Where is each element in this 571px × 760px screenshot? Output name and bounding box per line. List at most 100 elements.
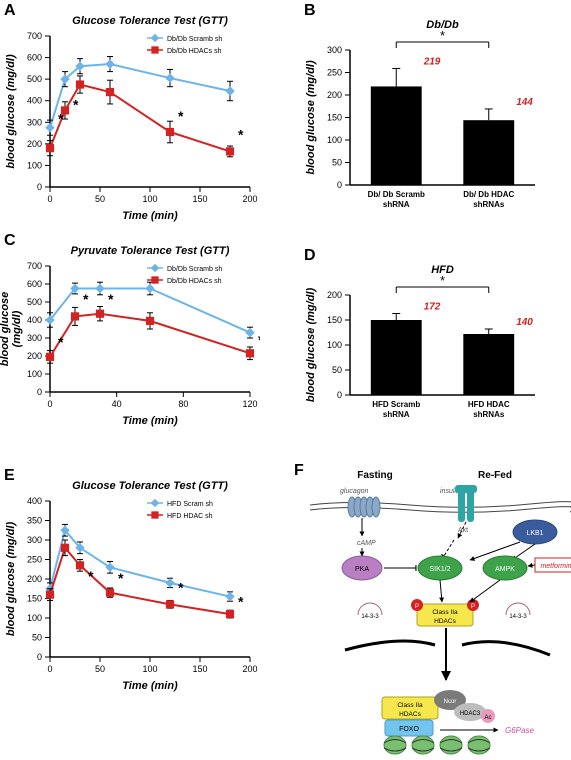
svg-text:150: 150: [327, 315, 342, 325]
svg-text:50: 50: [95, 664, 105, 674]
svg-text:500: 500: [27, 74, 42, 84]
chart-e: Glucose Tolerance Test (GTT)050100150200…: [0, 465, 260, 695]
svg-text:blood glucose (mg/dl): blood glucose (mg/dl): [5, 54, 17, 169]
chart-c: Pyruvate Tolerance Test (GTT)04080120010…: [0, 230, 260, 430]
svg-text:0: 0: [47, 399, 52, 409]
svg-text:HDACs: HDACs: [434, 618, 456, 625]
svg-text:Fasting: Fasting: [357, 470, 393, 481]
svg-text:cAMP: cAMP: [357, 540, 376, 547]
svg-text:0: 0: [47, 194, 52, 204]
svg-text:AMPK: AMPK: [495, 566, 515, 573]
svg-text:Db/ Db HDAC: Db/ Db HDAC: [463, 190, 514, 199]
svg-text:150: 150: [192, 194, 207, 204]
panel-label-f: F: [294, 462, 304, 480]
svg-text:100: 100: [142, 664, 157, 674]
svg-text:Db/Db Scramb sh: Db/Db Scramb sh: [167, 36, 222, 43]
svg-text:HFD HDAC: HFD HDAC: [468, 400, 510, 409]
svg-text:G6Pase: G6Pase: [505, 726, 534, 735]
svg-text:HDAC3: HDAC3: [460, 711, 481, 717]
svg-text:400: 400: [27, 315, 42, 325]
svg-text:Time (min): Time (min): [122, 680, 178, 692]
panel-a: A Glucose Tolerance Test (GTT)0501001502…: [0, 0, 260, 225]
svg-text:400: 400: [27, 496, 42, 506]
svg-text:PKA: PKA: [355, 566, 369, 573]
panel-e: E Glucose Tolerance Test (GTT)0501001502…: [0, 465, 260, 695]
svg-text:*: *: [178, 580, 184, 596]
svg-text:*: *: [258, 331, 260, 347]
svg-text:blood glucose (mg/dl): blood glucose (mg/dl): [305, 60, 317, 175]
svg-text:*: *: [118, 570, 124, 586]
svg-text:*: *: [440, 28, 445, 43]
svg-text:200: 200: [242, 664, 257, 674]
panel-label-a: A: [4, 2, 16, 20]
svg-text:150: 150: [27, 594, 42, 604]
panel-f: F FastingRe-FedglucagoninsulincAMPPKAAkt…: [290, 460, 571, 760]
svg-text:700: 700: [27, 31, 42, 41]
svg-text:500: 500: [27, 297, 42, 307]
svg-text:0: 0: [37, 387, 42, 397]
panel-label-e: E: [4, 467, 15, 485]
svg-text:100: 100: [27, 613, 42, 623]
svg-text:14-3-3: 14-3-3: [509, 614, 527, 620]
svg-text:200: 200: [27, 351, 42, 361]
svg-text:Time (min): Time (min): [122, 210, 178, 222]
svg-text:100: 100: [27, 369, 42, 379]
svg-text:100: 100: [27, 160, 42, 170]
svg-text:Db/Db HDACs sh: Db/Db HDACs sh: [167, 48, 222, 55]
svg-text:metformin: metformin: [540, 563, 571, 570]
svg-text:250: 250: [27, 555, 42, 565]
panel-label-d: D: [304, 247, 316, 265]
svg-text:SIK1/2: SIK1/2: [429, 566, 450, 573]
svg-text:*: *: [440, 273, 445, 288]
svg-text:600: 600: [27, 53, 42, 63]
panel-c: C Pyruvate Tolerance Test (GTT)040801200…: [0, 230, 260, 430]
panel-d: D HFD050100150200blood glucose (mg/dl)17…: [300, 245, 550, 430]
svg-text:600: 600: [27, 279, 42, 289]
svg-text:blood glucose: blood glucose: [0, 292, 11, 367]
svg-text:200: 200: [242, 194, 257, 204]
svg-text:14-3-3: 14-3-3: [361, 614, 379, 620]
svg-text:Re-Fed: Re-Fed: [478, 470, 512, 481]
svg-text:P: P: [415, 604, 419, 610]
svg-text:*: *: [58, 110, 64, 126]
svg-text:shRNA: shRNA: [383, 200, 410, 209]
svg-text:Pyruvate Tolerance Test (GTT): Pyruvate Tolerance Test (GTT): [71, 245, 230, 257]
svg-text:50: 50: [95, 194, 105, 204]
svg-text:200: 200: [327, 90, 342, 100]
svg-text:HFD Scramb: HFD Scramb: [372, 400, 420, 409]
svg-text:Db/Db HDACs sh: Db/Db HDACs sh: [167, 278, 222, 285]
svg-text:0: 0: [337, 180, 342, 190]
svg-text:120: 120: [242, 399, 257, 409]
svg-text:HFD Scram sh: HFD Scram sh: [167, 501, 213, 508]
svg-text:*: *: [178, 108, 184, 124]
svg-text:Ac: Ac: [484, 715, 491, 721]
chart-d: HFD050100150200blood glucose (mg/dl)172H…: [300, 245, 550, 430]
svg-text:250: 250: [327, 68, 342, 78]
svg-text:350: 350: [27, 516, 42, 526]
svg-text:Ncor: Ncor: [444, 699, 457, 705]
svg-text:140: 140: [516, 317, 533, 328]
svg-text:200: 200: [27, 574, 42, 584]
svg-text:40: 40: [112, 399, 122, 409]
svg-text:0: 0: [337, 390, 342, 400]
svg-text:FOXO: FOXO: [399, 726, 419, 733]
svg-text:300: 300: [327, 45, 342, 55]
diagram-f: FastingRe-FedglucagoninsulincAMPPKAAktSI…: [290, 460, 571, 760]
svg-text:*: *: [73, 96, 79, 112]
svg-text:100: 100: [327, 340, 342, 350]
svg-text:300: 300: [27, 535, 42, 545]
svg-text:0: 0: [37, 182, 42, 192]
svg-text:50: 50: [332, 365, 342, 375]
svg-text:(mg/dl): (mg/dl): [11, 310, 23, 347]
svg-text:*: *: [58, 334, 64, 350]
svg-text:300: 300: [27, 333, 42, 343]
chart-a: Glucose Tolerance Test (GTT)050100150200…: [0, 0, 260, 225]
svg-text:150: 150: [327, 113, 342, 123]
svg-text:blood glucose (mg/dl): blood glucose (mg/dl): [305, 288, 317, 403]
svg-text:*: *: [88, 568, 94, 584]
svg-text:blood glucose (mg/dl): blood glucose (mg/dl): [5, 522, 17, 637]
svg-text:100: 100: [327, 135, 342, 145]
svg-text:100: 100: [142, 194, 157, 204]
svg-text:*: *: [238, 593, 244, 609]
svg-text:700: 700: [27, 261, 42, 271]
